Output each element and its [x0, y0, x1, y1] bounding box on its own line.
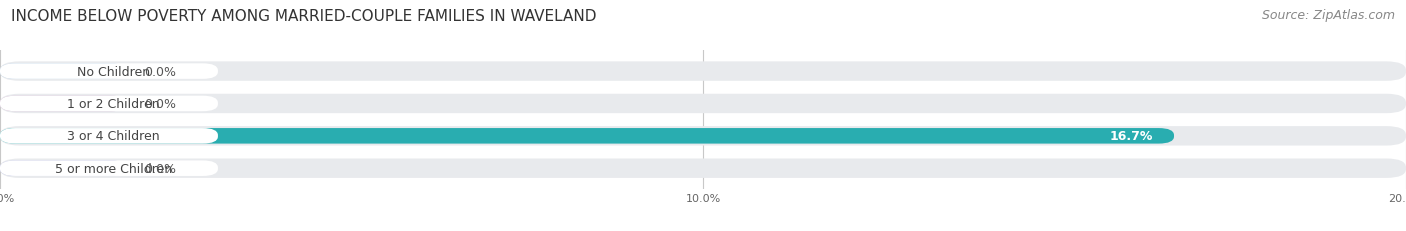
Text: 5 or more Children: 5 or more Children [55, 162, 172, 175]
Text: 0.0%: 0.0% [143, 162, 176, 175]
FancyBboxPatch shape [0, 159, 1406, 178]
Text: INCOME BELOW POVERTY AMONG MARRIED-COUPLE FAMILIES IN WAVELAND: INCOME BELOW POVERTY AMONG MARRIED-COUPL… [11, 9, 596, 24]
FancyBboxPatch shape [0, 64, 218, 79]
Text: 16.7%: 16.7% [1109, 130, 1153, 143]
FancyBboxPatch shape [0, 94, 1406, 114]
FancyBboxPatch shape [0, 96, 127, 112]
FancyBboxPatch shape [0, 64, 127, 79]
FancyBboxPatch shape [0, 127, 1406, 146]
Text: 3 or 4 Children: 3 or 4 Children [67, 130, 160, 143]
Text: No Children: No Children [77, 65, 150, 78]
FancyBboxPatch shape [0, 128, 218, 144]
FancyBboxPatch shape [0, 128, 1174, 144]
FancyBboxPatch shape [0, 62, 1406, 82]
FancyBboxPatch shape [0, 161, 218, 176]
Text: Source: ZipAtlas.com: Source: ZipAtlas.com [1261, 9, 1395, 22]
Text: 0.0%: 0.0% [143, 97, 176, 110]
FancyBboxPatch shape [0, 161, 127, 176]
Text: 0.0%: 0.0% [143, 65, 176, 78]
Text: 1 or 2 Children: 1 or 2 Children [67, 97, 160, 110]
FancyBboxPatch shape [0, 96, 218, 112]
